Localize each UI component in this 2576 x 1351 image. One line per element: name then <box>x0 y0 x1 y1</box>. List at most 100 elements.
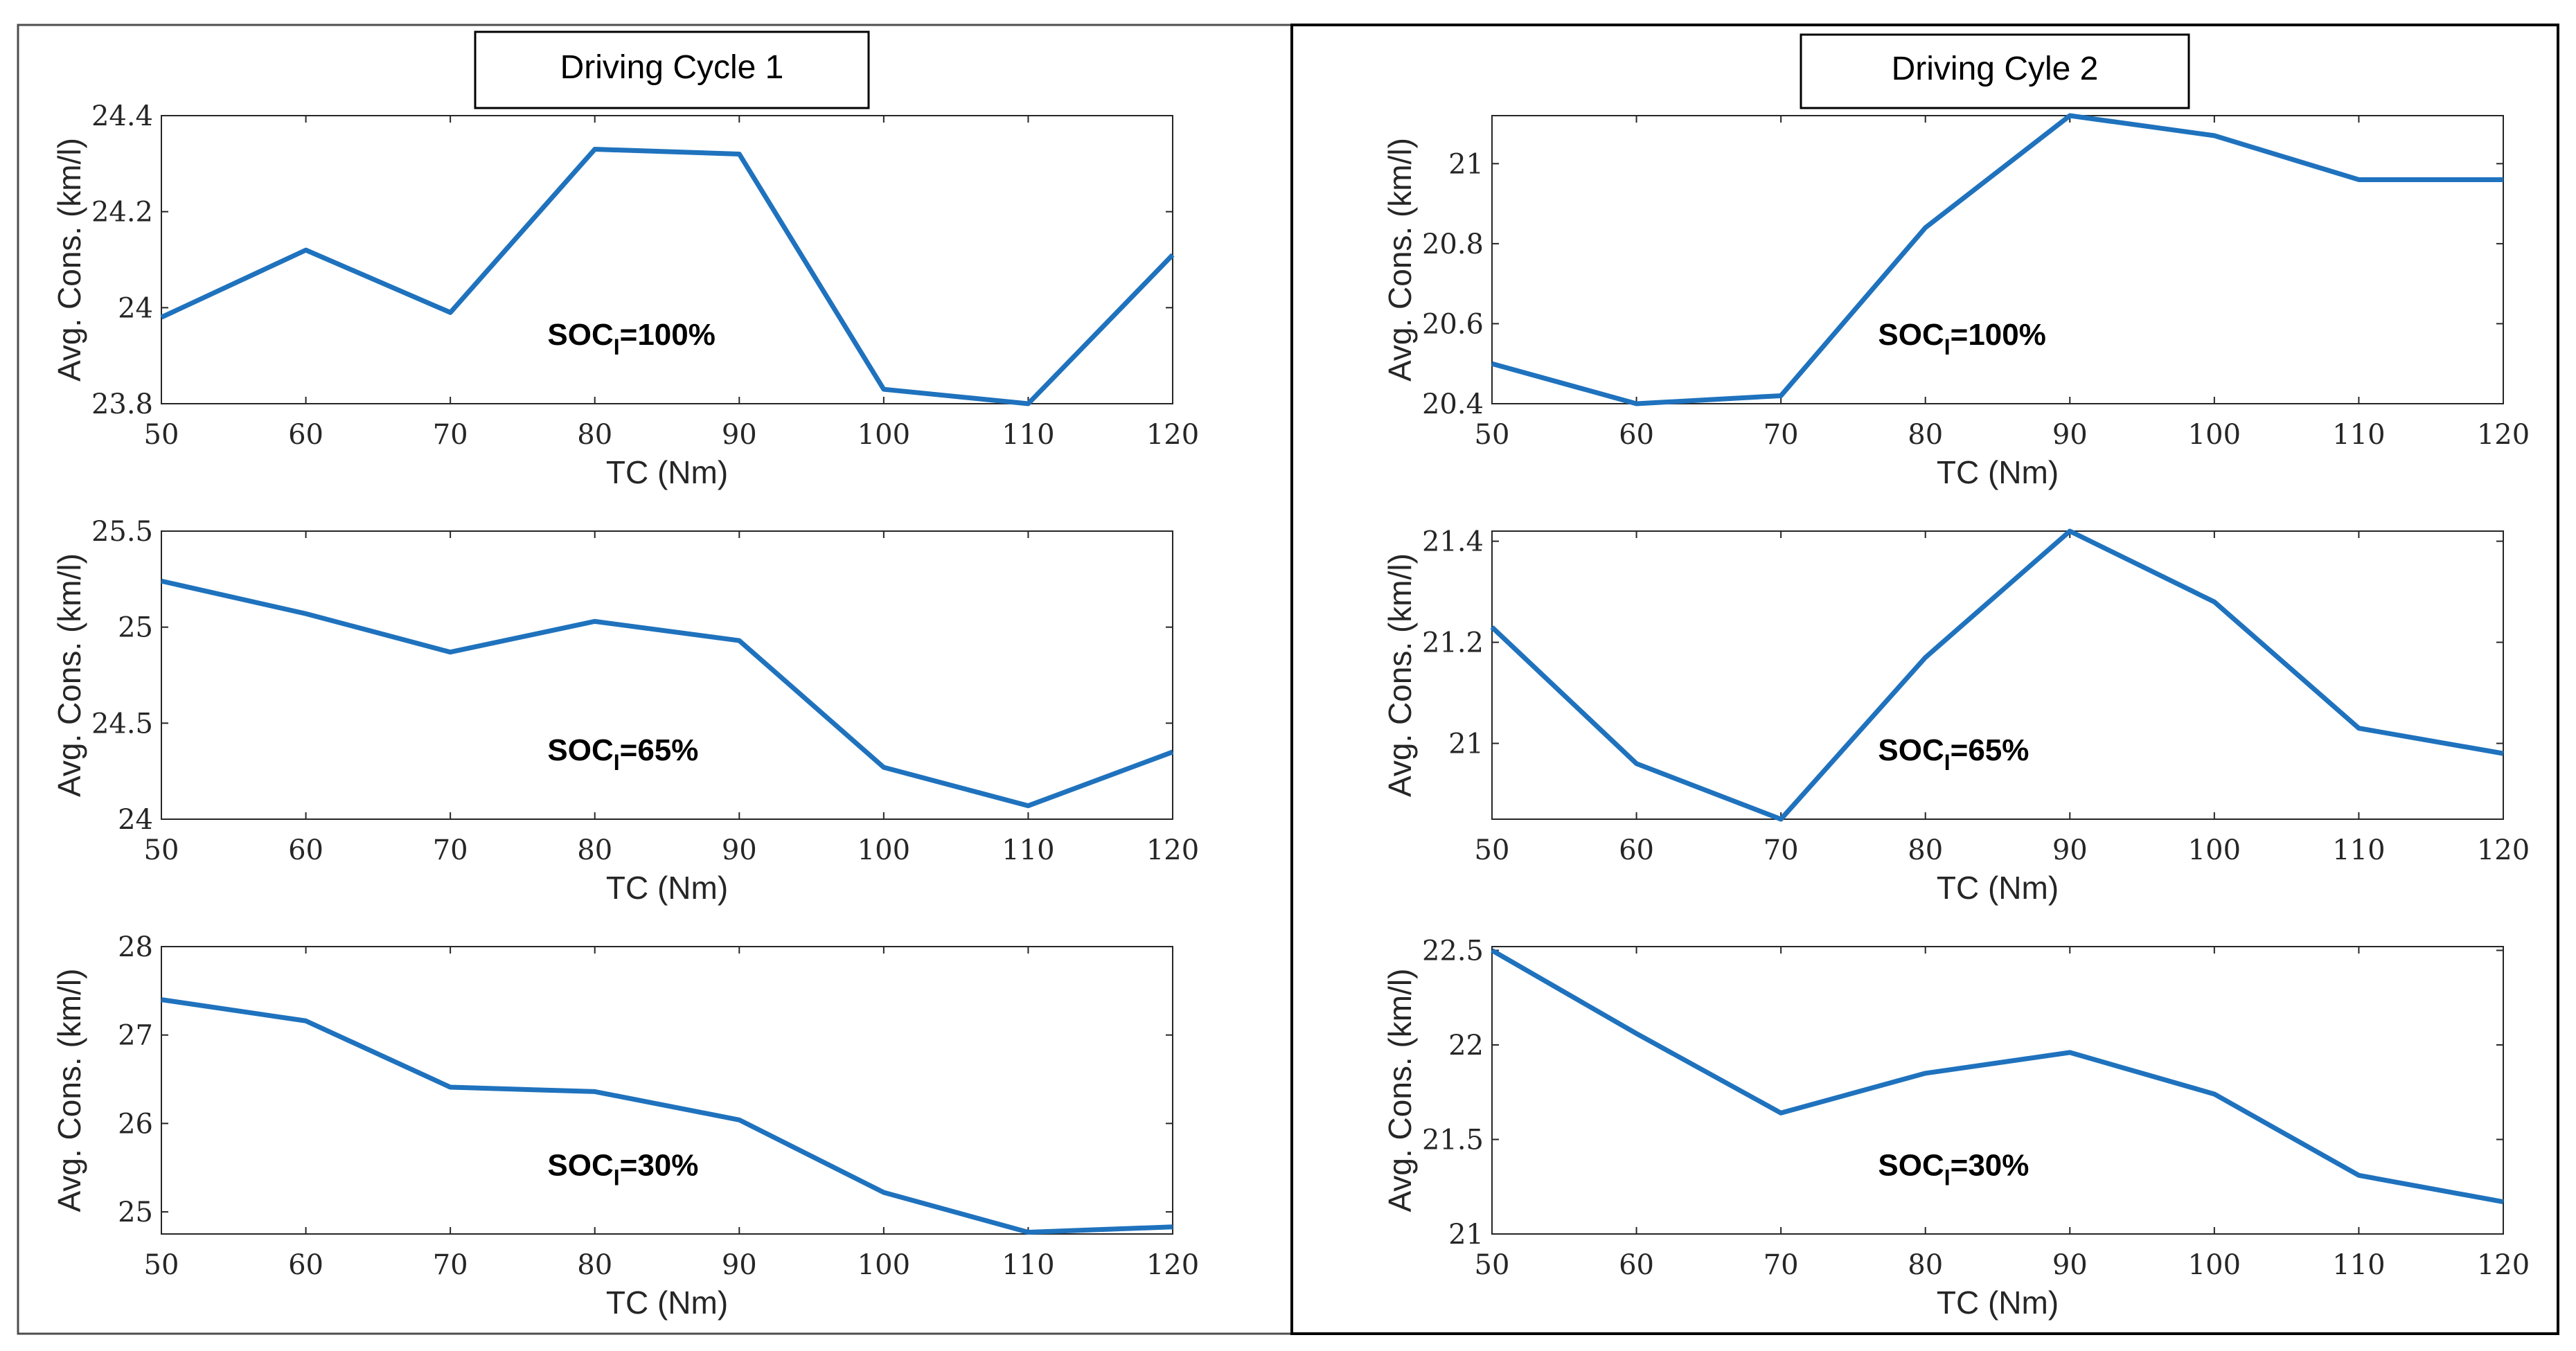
x-tick-label: 110 <box>2332 834 2385 866</box>
x-tick-label: 70 <box>433 419 468 451</box>
y-tick-label: 20.8 <box>1422 229 1484 260</box>
y-tick-label: 21.5 <box>1422 1124 1484 1156</box>
panel-1-title-box: Driving Cycle 1 <box>474 30 870 109</box>
chart-p1-r2: 50 60 70 80 90 100 110 120 24 24.5 25 25.5 TC (Nm) Av… <box>51 516 1199 906</box>
plot-area <box>161 946 1173 1235</box>
x-tick-label: 120 <box>2477 419 2530 451</box>
x-tick-label: 80 <box>577 419 612 451</box>
y-tick-label: 25 <box>118 1197 153 1228</box>
x-tick-label: 70 <box>1764 419 1799 451</box>
y-tick-label: 26 <box>118 1108 153 1140</box>
panel-1-title: Driving Cycle 1 <box>560 49 784 86</box>
soc-subscript: I <box>1944 750 1951 775</box>
soc-value: =65% <box>620 733 699 767</box>
x-tick-label: 100 <box>2188 834 2241 866</box>
x-tick-label: 80 <box>1908 419 1943 451</box>
y-tick-label: 25.5 <box>91 516 153 548</box>
x-tick-label: 70 <box>433 1249 468 1281</box>
x-tick-label: 70 <box>433 834 468 866</box>
y-axis-label: Avg. Cons. (km/l) <box>1382 138 1418 382</box>
x-axis-label: TC (Nm) <box>1937 454 2059 490</box>
soc-annotation: SOCI=30% <box>1878 1148 2029 1190</box>
soc-main: SOC <box>1878 1148 1944 1182</box>
series-line <box>1491 113 2503 406</box>
panel-2-border <box>1290 24 2559 1335</box>
x-axis-label: TC (Nm) <box>606 1285 728 1321</box>
x-tick-label: 100 <box>858 834 910 866</box>
soc-main: SOC <box>1878 733 1944 767</box>
plot-area <box>161 115 1173 404</box>
x-tick-label: 110 <box>1002 419 1054 451</box>
x-tick-label: 50 <box>144 834 179 866</box>
plot-area <box>1491 946 2504 1235</box>
x-tick-label: 50 <box>1475 834 1510 866</box>
soc-value: =100% <box>1951 318 2046 352</box>
x-tick-label: 80 <box>1908 834 1943 866</box>
y-axis-label: Avg. Cons. (km/l) <box>51 969 87 1213</box>
plot-area <box>1491 115 2504 404</box>
x-axis-label: TC (Nm) <box>606 870 728 906</box>
x-tick-label: 50 <box>144 1249 179 1281</box>
x-tick-label: 110 <box>2332 419 2385 451</box>
series-line <box>160 147 1175 406</box>
y-tick-label: 27 <box>118 1020 153 1052</box>
y-tick-label: 24.4 <box>91 100 153 132</box>
x-tick-label: 50 <box>144 419 179 451</box>
x-tick-label: 90 <box>722 834 757 866</box>
soc-main: SOC <box>1878 318 1944 352</box>
x-tick-label: 120 <box>1146 419 1199 451</box>
x-tick-label: 100 <box>2188 419 2241 451</box>
y-tick-label: 25 <box>118 612 153 644</box>
x-tick-label: 60 <box>288 419 323 451</box>
chart-p1-r3: 50 60 70 80 90 100 110 120 25 26 27 28 TC (Nm) Avg. C… <box>51 931 1199 1321</box>
soc-subscript: I <box>614 334 620 359</box>
soc-value: =30% <box>620 1148 699 1182</box>
x-tick-label: 50 <box>1475 419 1510 451</box>
soc-subscript: I <box>614 750 620 775</box>
chart-p1-r1: 50 60 70 80 90 100 110 120 23.8 24 24.2 24.4 TC (Nm)… <box>51 100 1199 490</box>
x-tick-label: 90 <box>722 1249 757 1281</box>
x-tick-label: 80 <box>577 1249 612 1281</box>
x-tick-label: 120 <box>2477 834 2530 866</box>
soc-annotation: SOCI=100% <box>547 318 715 359</box>
y-tick-label: 24 <box>118 804 153 836</box>
x-tick-label: 120 <box>2477 1249 2530 1281</box>
x-tick-label: 60 <box>1619 834 1654 866</box>
x-tick-label: 110 <box>2332 1249 2385 1281</box>
y-tick-label: 21.4 <box>1422 526 1484 558</box>
series-line <box>161 997 1173 1235</box>
x-tick-label: 70 <box>1764 834 1799 866</box>
soc-subscript: I <box>1944 1165 1951 1190</box>
x-tick-label: 90 <box>722 419 757 451</box>
charts-layer: 50 60 70 80 90 100 110 120 23.8 24 24.2 24.4 TC (Nm)… <box>51 100 2530 1321</box>
x-tick-label: 100 <box>858 419 910 451</box>
soc-subscript: I <box>614 1165 620 1190</box>
x-tick-label: 90 <box>2052 419 2088 451</box>
x-axis-label: TC (Nm) <box>1937 1285 2059 1321</box>
y-tick-label: 21 <box>1448 728 1484 760</box>
x-tick-label: 110 <box>1002 1249 1054 1281</box>
y-tick-label: 20.4 <box>1422 388 1484 420</box>
y-tick-label: 24 <box>118 292 153 324</box>
x-tick-label: 60 <box>288 1249 323 1281</box>
soc-annotation: SOCI=100% <box>1878 318 2045 359</box>
panel-2-title: Driving Cyle 2 <box>1892 51 2099 87</box>
x-tick-label: 60 <box>1619 419 1654 451</box>
x-tick-label: 100 <box>858 1249 910 1281</box>
y-tick-label: 20.6 <box>1422 308 1484 340</box>
x-tick-label: 90 <box>2052 1249 2088 1281</box>
x-axis-label: TC (Nm) <box>606 454 728 490</box>
x-tick-label: 60 <box>288 834 323 866</box>
plot-area <box>1491 530 2504 820</box>
chart-p2-r2: 50 60 70 80 90 100 110 120 21 21.2 21.4 TC (Nm) Avg.… <box>1382 526 2530 906</box>
x-tick-label: 50 <box>1475 1249 1510 1281</box>
y-axis-label: Avg. Cons. (km/l) <box>51 138 87 382</box>
plot-area <box>161 530 1173 820</box>
soc-annotation: SOCI=30% <box>547 1148 698 1190</box>
x-axis-label: TC (Nm) <box>1937 870 2059 906</box>
x-tick-label: 100 <box>2188 1249 2241 1281</box>
y-tick-label: 21.2 <box>1422 627 1484 659</box>
x-tick-label: 120 <box>1146 1249 1199 1281</box>
x-tick-label: 110 <box>1002 834 1054 866</box>
